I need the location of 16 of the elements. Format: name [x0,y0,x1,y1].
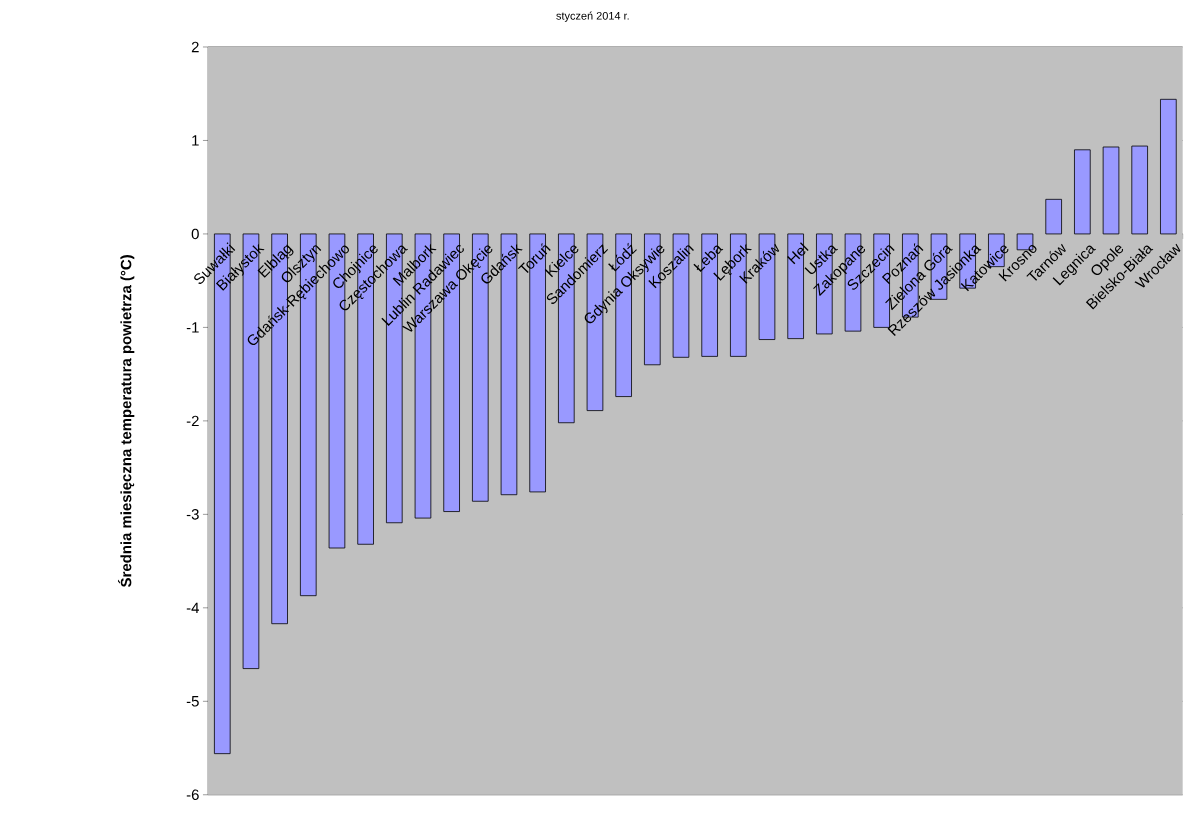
y-tick-label: 2 [191,41,199,53]
bar [1102,146,1120,235]
y-tick-label: 1 [192,135,199,146]
bar [1160,99,1177,235]
y-tick-label: -6 [186,789,199,801]
chart-title: styczeń 2014 r. [556,11,629,22]
y-tick-label: -3 [186,509,199,520]
y-tick-label: -1 [186,322,199,333]
y-tick-label: -2 [186,415,199,427]
bar [1074,149,1091,235]
bar [1131,145,1148,235]
bar [1045,199,1062,235]
y-tick-label: -5 [186,696,199,707]
y-axis-title: Średnia miesięczna temperatura powietrza (°C) [117,255,135,588]
y-tick-label: -4 [186,602,199,614]
y-tick-label: 0 [191,228,199,240]
